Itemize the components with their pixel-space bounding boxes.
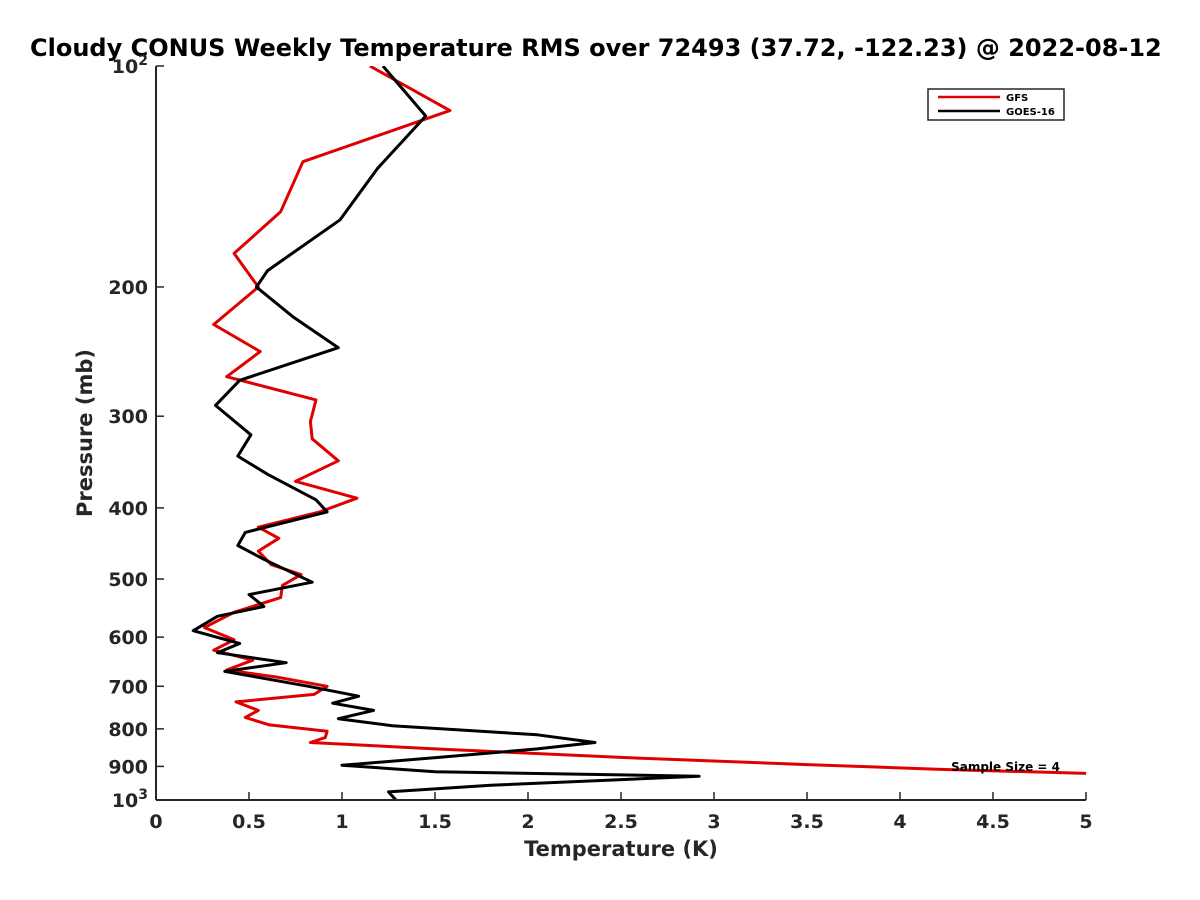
y-tick-label: 700 [108, 676, 148, 698]
x-ticks: 0 0.5 1 1.5 2 2.5 3 3.5 4 4.5 5 [149, 792, 1093, 833]
y-tick-label: 103 [112, 787, 148, 812]
y-tick-label: 500 [108, 569, 148, 591]
x-tick-label: 2.5 [604, 811, 638, 833]
y-ticks: 102 200 300 400 500 600 700 800 900 103 [108, 53, 164, 812]
y-tick-label: 102 [112, 53, 148, 78]
y-axis-label: Pressure (mb) [73, 349, 97, 517]
y-tick-label: 300 [108, 406, 148, 428]
x-axis-label: Temperature (K) [524, 837, 718, 861]
legend: GFS GOES-16 [927, 88, 1065, 121]
legend-label: GFS [1006, 93, 1028, 104]
x-tick-label: 4 [893, 811, 906, 833]
series-line-gfs [202, 66, 1086, 775]
x-tick-label: 1 [335, 811, 348, 833]
x-tick-label: 1.5 [418, 811, 452, 833]
x-tick-label: 0 [149, 811, 162, 833]
y-tick-label: 400 [108, 498, 148, 520]
x-tick-label: 2 [521, 811, 534, 833]
series-line-goes-16 [191, 66, 701, 800]
x-tick-label: 3.5 [790, 811, 824, 833]
x-tick-label: 0.5 [232, 811, 266, 833]
sample-size-annotation: Sample Size = 4 [951, 760, 1060, 774]
x-tick-label: 3 [707, 811, 720, 833]
y-tick-label: 800 [108, 719, 148, 741]
legend-label: GOES-16 [1006, 107, 1055, 118]
series-layer [191, 66, 1086, 800]
y-tick-label: 200 [108, 277, 148, 299]
legend-box [927, 88, 1065, 121]
x-tick-label: 5 [1079, 811, 1092, 833]
chart-title: Cloudy CONUS Weekly Temperature RMS over… [30, 34, 1162, 62]
y-tick-label: 600 [108, 627, 148, 649]
y-tick-label: 900 [108, 756, 148, 778]
x-tick-label: 4.5 [976, 811, 1010, 833]
